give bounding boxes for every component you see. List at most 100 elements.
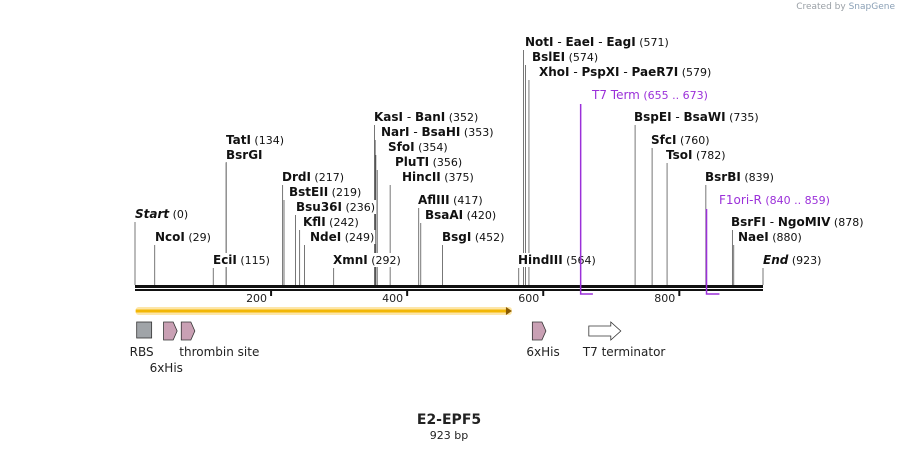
site-label[interactable]: TsoI (782) — [666, 148, 726, 162]
site-name: AflIII — [418, 193, 450, 207]
scale-tick-label: 800 — [654, 292, 675, 305]
site-label-bg — [302, 215, 360, 229]
site-label-bg — [730, 215, 865, 229]
site-label-bg — [531, 50, 600, 64]
site-label[interactable]: BslEI (574) — [532, 50, 598, 64]
primer-bracket — [705, 209, 720, 295]
scale-tick-label: 600 — [518, 292, 539, 305]
site-position: (880) — [769, 231, 802, 244]
site-position: (219) — [328, 186, 361, 199]
site-position: (579) — [678, 66, 711, 79]
site-label[interactable]: HincII (375) — [402, 170, 474, 184]
site-label-bg — [394, 155, 464, 169]
site-position: (735) — [726, 111, 759, 124]
primer-label[interactable]: T7 Term (655 .. 673) — [591, 88, 708, 102]
site-position: (115) — [237, 254, 270, 267]
site-name: BsrFI — [731, 215, 766, 229]
site-label[interactable]: BspEI - BsaWI (735) — [634, 110, 759, 124]
site-label-bg — [225, 133, 286, 147]
site-label-bg — [650, 133, 711, 147]
site-name: HincII — [402, 170, 441, 184]
site-label[interactable]: XmnI (292) — [333, 253, 401, 267]
site-label[interactable]: BsrFI - NgoMIV (878) — [731, 215, 864, 229]
feature-6xhis[interactable] — [531, 321, 547, 341]
site-label[interactable]: DrdI (217) — [282, 170, 344, 184]
site-separator: - — [594, 35, 606, 49]
backbone-bottom-strand — [135, 289, 763, 291]
site-label-bg — [424, 208, 498, 222]
site-label-bg — [154, 230, 212, 244]
site-label[interactable]: NcoI (29) — [155, 230, 211, 244]
site-label[interactable]: SfoI (354) — [388, 140, 448, 154]
site-label[interactable]: PluTI (356) — [395, 155, 462, 169]
site-label[interactable]: Start (0) — [135, 207, 188, 221]
feature-6xhis[interactable] — [163, 321, 178, 341]
site-position: (0) — [169, 208, 188, 221]
feature-label-6xhis: 6xHis — [526, 345, 559, 359]
site-position: (217) — [311, 171, 344, 184]
site-label[interactable]: KasI - BanI (352) — [374, 110, 478, 124]
credit-prefix: Created by — [796, 2, 846, 12]
site-label[interactable]: HindIII (564) — [518, 253, 596, 267]
site-label[interactable]: NdeI (249) — [310, 230, 374, 244]
site-label-bg — [538, 65, 713, 79]
site-label[interactable]: BsgI (452) — [442, 230, 504, 244]
site-name: BslEI — [532, 50, 565, 64]
site-separator: - — [410, 125, 422, 139]
site-position: (352) — [445, 111, 478, 124]
primers: T7 Term (655 .. 673) F1ori-R (840 .. 859) — [579, 88, 830, 295]
site-name: NdeI — [310, 230, 341, 244]
site-position: (878) — [830, 216, 863, 229]
primer-label[interactable]: F1ori-R (840 .. 859) — [719, 193, 830, 207]
site-label-bg — [295, 200, 377, 214]
site-name: BsaHI — [422, 125, 461, 139]
site-label[interactable]: BsrGI — [226, 148, 263, 162]
site-name: XhoI — [539, 65, 570, 79]
site-name: EaeI — [565, 35, 594, 49]
site-label-bg — [762, 253, 823, 267]
site-position: (375) — [441, 171, 474, 184]
site-name: SfcI — [651, 133, 676, 147]
site-label-bg — [665, 148, 727, 162]
site-label[interactable]: TatI (134) — [226, 133, 284, 147]
site-label-bg — [380, 125, 495, 139]
site-position: (134) — [251, 134, 284, 147]
restriction-sites: Start (0)NcoI (29)EciI (115)TatI (134)Bs… — [134, 35, 865, 267]
site-position: (839) — [741, 171, 774, 184]
site-label[interactable]: NotI - EaeI - EagI (571) — [525, 35, 669, 49]
site-name: NotI — [525, 35, 554, 49]
feature-label-rbs: RBS — [130, 345, 154, 359]
scale-tick-label: 400 — [382, 292, 403, 305]
site-label[interactable]: Bsu36I (236) — [296, 200, 375, 214]
site-name: TatI — [226, 133, 251, 147]
site-position: (242) — [326, 216, 359, 229]
feature-thrombin-site[interactable] — [180, 321, 196, 341]
primer-name: T7 Term — [591, 88, 640, 102]
site-name: BsgI — [442, 230, 471, 244]
site-label[interactable]: SfcI (760) — [651, 133, 710, 147]
site-label[interactable]: BsaAI (420) — [425, 208, 496, 222]
site-label[interactable]: End (923) — [763, 253, 821, 267]
site-name: NgoMIV — [778, 215, 831, 229]
site-name: BsaWI — [684, 110, 726, 124]
feature-label-t7-terminator: T7 terminator — [582, 345, 666, 359]
site-label[interactable]: XhoI - PspXI - PaeR7I (579) — [539, 65, 711, 79]
dna-backbone: 200 400 600 800 — [135, 285, 763, 305]
site-label-bg — [524, 35, 670, 49]
backbone-top-strand — [135, 285, 763, 288]
site-label[interactable]: BstEII (219) — [289, 185, 361, 199]
primer-range: (840 .. 859) — [762, 194, 830, 207]
site-position: (571) — [636, 36, 669, 49]
site-label[interactable]: EciI (115) — [213, 253, 270, 267]
site-label-bg — [332, 253, 402, 267]
site-label[interactable]: AflIII (417) — [418, 193, 483, 207]
site-label[interactable]: BsrBI (839) — [705, 170, 774, 184]
site-position: (249) — [341, 231, 374, 244]
feature-t7-terminator[interactable] — [588, 321, 622, 341]
feature-rbs[interactable] — [136, 321, 153, 339]
site-label[interactable]: KflI (242) — [303, 215, 359, 229]
site-label[interactable]: NaeI (880) — [738, 230, 802, 244]
site-label[interactable]: NarI - BsaHI (353) — [381, 125, 493, 139]
site-name: NcoI — [155, 230, 185, 244]
